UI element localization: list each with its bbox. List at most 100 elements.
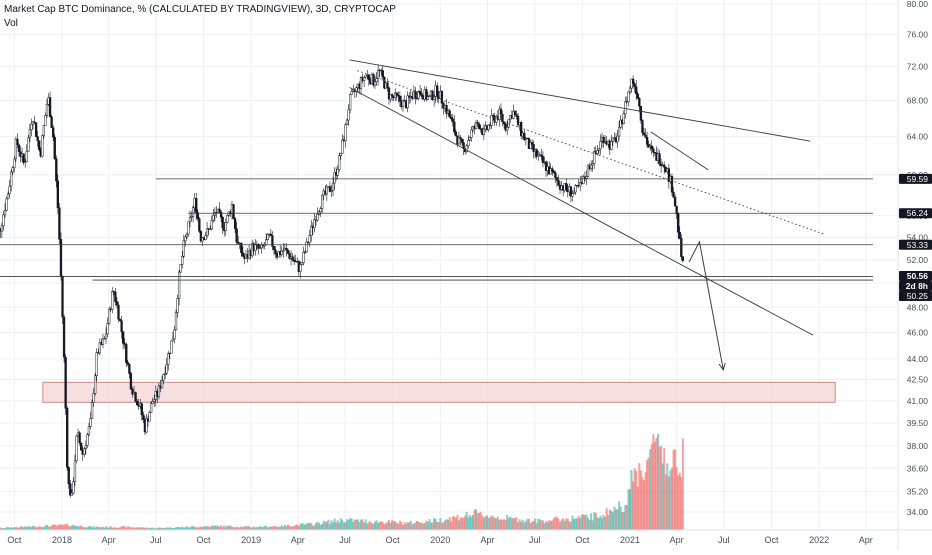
volume-bar (266, 527, 269, 530)
candle-body (345, 119, 349, 125)
candle-body (476, 122, 479, 125)
volume-bar (346, 519, 349, 530)
volume-bar (518, 519, 521, 530)
volume-bar (229, 525, 232, 530)
candle-body (266, 234, 269, 240)
volume-bar (411, 524, 414, 530)
candle-body (149, 403, 153, 413)
volume-bar (209, 527, 212, 530)
candle-body (44, 115, 47, 126)
volume-bar (420, 522, 423, 530)
volume-bar (105, 526, 108, 530)
volume-bar (30, 527, 33, 530)
candle-body (174, 312, 178, 331)
y-tick-label: 48.00 (907, 302, 929, 312)
volume-bar (434, 519, 437, 530)
candle-body (13, 158, 16, 168)
volume-bar (314, 523, 317, 530)
volume-bar (252, 526, 255, 530)
trend-line (650, 131, 709, 171)
volume-bar (111, 527, 114, 530)
candle-body (181, 256, 184, 265)
candle-body (530, 142, 534, 145)
volume-bar (128, 526, 131, 530)
candle-body (316, 214, 319, 221)
candle-body (344, 124, 347, 142)
volume-bar (666, 463, 669, 530)
volume-bar (262, 527, 265, 530)
volume-bar (310, 523, 313, 530)
volume-bar (33, 525, 36, 530)
volume-bar (28, 526, 31, 530)
volume-bar (173, 527, 176, 530)
candle-body (36, 136, 39, 141)
volume-bar (80, 525, 83, 530)
volume-bar (11, 527, 14, 530)
volume-bar (450, 521, 453, 530)
volume-bar (114, 527, 117, 530)
candle-body (168, 352, 171, 354)
volume-bar (490, 515, 493, 530)
candle-body (474, 122, 478, 129)
volume-bar (392, 521, 395, 530)
volume-bar (19, 526, 22, 530)
candle-body (571, 193, 574, 197)
x-tick-label: Apr (480, 535, 494, 545)
y-tick-label: 35.20 (907, 486, 929, 496)
candle-body (490, 115, 493, 126)
volume-bar (218, 527, 221, 530)
candle-body (123, 343, 126, 345)
volume-bar (204, 526, 207, 530)
candle-body (95, 352, 98, 376)
volume-bar (523, 522, 526, 530)
volume-bar (103, 527, 106, 530)
volume-bar (119, 527, 122, 530)
volume-bar (254, 527, 257, 530)
candle-body (38, 140, 41, 150)
volume-bar (484, 516, 487, 530)
volume-bar (667, 476, 670, 530)
candle-body (293, 259, 296, 262)
volume-bar (681, 438, 684, 530)
candle-body (101, 338, 105, 345)
volume-bar (22, 527, 25, 530)
volume-bar (27, 525, 30, 530)
volume-bar (499, 519, 502, 530)
candle-body (171, 338, 175, 342)
candle-body (395, 92, 398, 96)
candle-body (86, 434, 89, 446)
candle-body (325, 186, 328, 195)
volume-bar (538, 519, 541, 530)
volume-bar (175, 527, 178, 530)
volume-bar (370, 523, 373, 530)
volume-bar (201, 527, 204, 530)
volume-bar (178, 526, 181, 530)
volume-bar (52, 524, 55, 530)
volume-bar (414, 522, 417, 530)
candle-body (453, 121, 456, 133)
candle-body (265, 239, 268, 246)
volume-bar (495, 518, 498, 530)
candle-body (375, 78, 378, 82)
volume-bar (426, 521, 429, 530)
candle-body (397, 94, 400, 97)
candle-body (78, 432, 81, 444)
trend-layer (349, 59, 824, 336)
volume-bar (8, 527, 11, 530)
x-tick-label: 2022 (809, 535, 829, 545)
volume-bar (386, 521, 389, 530)
volume-bar (629, 489, 631, 530)
candle-body (221, 216, 224, 229)
candle-body (321, 194, 324, 210)
volume-bar (224, 527, 227, 530)
volume-bar (53, 524, 56, 530)
volume-bar (38, 526, 41, 530)
candle-body (67, 467, 70, 484)
candle-body (83, 448, 86, 455)
candle-body (308, 235, 311, 244)
candle-body (658, 153, 661, 165)
volume-bar (45, 524, 48, 530)
volume-bar (234, 527, 237, 530)
